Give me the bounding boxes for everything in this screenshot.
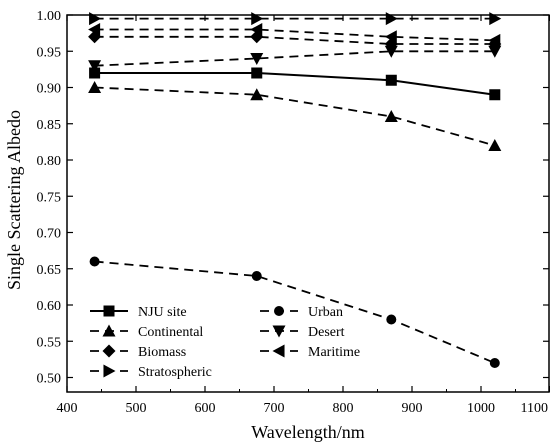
continental-line [94, 86, 496, 147]
maritime-point [384, 30, 397, 44]
legend: NJU site Urban Continental Desert Biomass Mar… [90, 305, 360, 380]
x-axis-title: Wavelength/nm [251, 422, 365, 442]
stratospheric-point [251, 12, 264, 26]
series-stratospheric [89, 12, 502, 26]
x-tick-label: 600 [195, 401, 216, 416]
urban-point [251, 271, 262, 281]
nju-site-line [94, 72, 495, 96]
series-continental [88, 81, 502, 152]
maritime-line [94, 28, 495, 42]
series-biomass [88, 30, 502, 51]
x-tick-label: 700 [264, 401, 285, 416]
desert-line [94, 50, 495, 67]
y-tick-label: 0.65 [37, 263, 62, 278]
maritime-point [488, 33, 501, 47]
legend-item-biomass: Biomass [90, 344, 186, 360]
nju-site-point [251, 67, 263, 79]
series-layer [88, 12, 502, 368]
y-tick-label: 0.85 [37, 118, 62, 133]
urban-point [386, 314, 397, 325]
legend-label: Stratospheric [138, 365, 212, 380]
legend-marker [103, 364, 116, 378]
desert-point [488, 45, 502, 58]
series-maritime [88, 23, 501, 47]
legend-item-stratospheric: Stratospheric [90, 364, 212, 380]
continental-point [250, 88, 264, 101]
legend-marker [272, 325, 286, 338]
axes-layer: 0.50 0.55 0.60 0.65 0.70 0.75 0.80 0.85 0.90 0.95… [37, 9, 550, 416]
legend-marker [102, 344, 116, 358]
nju-site-point [89, 67, 101, 79]
nju-site-point [489, 89, 501, 101]
desert-point [250, 52, 264, 65]
series-desert [88, 45, 502, 73]
legend-label: Continental [138, 325, 203, 340]
desert-point [88, 60, 102, 73]
maritime-point [88, 23, 101, 36]
legend-item-desert: Desert [260, 325, 345, 340]
y-tick-label: 0.55 [37, 335, 62, 350]
y-tick-label: 0.60 [37, 299, 62, 314]
urban-point [489, 358, 500, 368]
biomass-line [94, 35, 495, 45]
x-tick-label: 1100 [521, 401, 548, 416]
legend-item-urban: Urban [260, 305, 343, 320]
x-tick-label: 400 [57, 401, 78, 416]
legend-marker [102, 324, 116, 337]
x-tick-label: 900 [402, 401, 423, 416]
urban-line [94, 260, 496, 364]
y-tick-label: 0.90 [37, 82, 62, 97]
y-tick-label: 0.80 [37, 154, 62, 169]
stratospheric-point [489, 12, 502, 26]
nju-site-point [385, 74, 397, 86]
x-tick-label: 1000 [467, 401, 495, 416]
legend-item-maritime: Maritime [260, 344, 360, 360]
continental-point [88, 81, 102, 94]
legend-label: Biomass [138, 345, 186, 360]
legend-item-nju-site: NJU site [90, 305, 187, 320]
series-urban [89, 256, 500, 368]
y-axis-title: Single Scattering Albedo [4, 110, 24, 290]
legend-marker [274, 306, 284, 316]
x-tick-label: 800 [333, 401, 354, 416]
y-tick-label: 0.75 [37, 190, 62, 205]
legend-label: Desert [308, 325, 345, 340]
legend-marker [103, 305, 115, 317]
stratospheric-point [385, 12, 398, 26]
legend-label: Urban [308, 305, 343, 320]
x-tick-label: 500 [126, 401, 147, 416]
legend-item-continental: Continental [90, 324, 203, 340]
urban-point [89, 256, 100, 267]
continental-point [384, 110, 398, 123]
legend-label: NJU site [138, 305, 187, 320]
legend-label: Maritime [308, 345, 360, 360]
series-nju-site [89, 67, 501, 101]
maritime-point [250, 23, 263, 36]
y-tick-label: 0.70 [37, 227, 62, 242]
y-tick-label: 1.00 [37, 9, 62, 24]
y-tick-label: 0.95 [37, 45, 62, 60]
stratospheric-point [89, 12, 102, 26]
continental-point [488, 139, 502, 152]
legend-marker [272, 344, 285, 358]
y-tick-label: 0.50 [37, 372, 62, 387]
desert-point [384, 45, 398, 58]
